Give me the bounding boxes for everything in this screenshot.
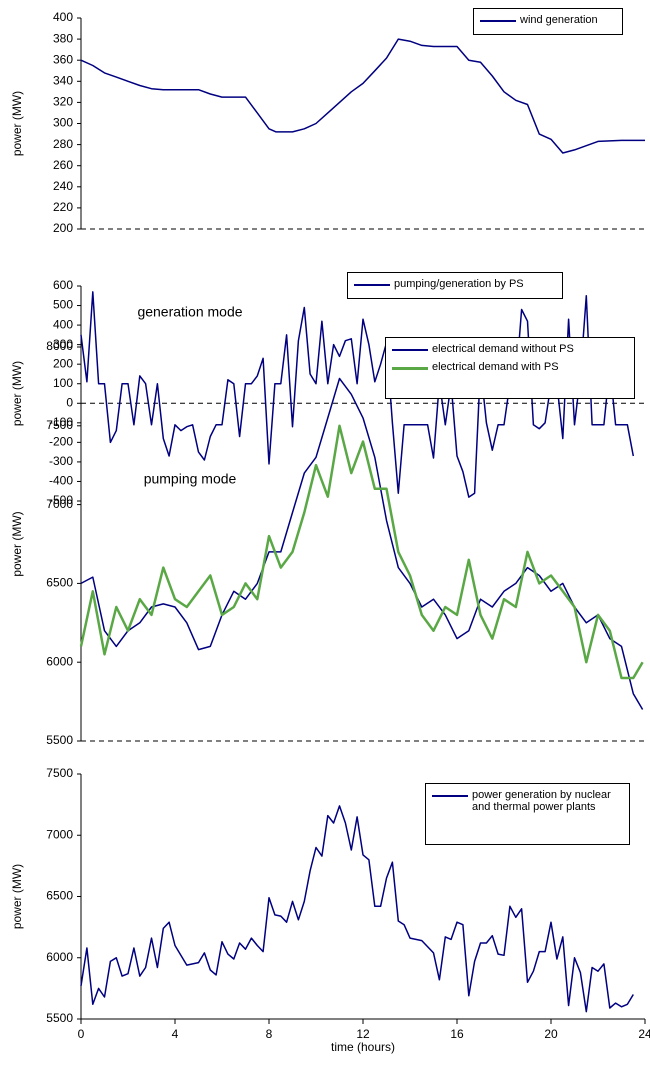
- x-tick-label: 0: [78, 1027, 85, 1041]
- x-tick-label: 20: [544, 1027, 558, 1041]
- y-tick-label: 400: [53, 10, 73, 24]
- y-tick-label: 6500: [46, 576, 73, 590]
- legend-swatch: [432, 795, 468, 797]
- y-tick-label: 280: [53, 137, 73, 151]
- legend-label: wind generation: [520, 14, 598, 26]
- legend-swatch: [392, 367, 428, 370]
- y-tick-label: 340: [53, 73, 73, 87]
- y-tick-label: 200: [53, 356, 73, 370]
- legend: power generation by nuclear and thermal …: [425, 783, 630, 845]
- legend-box: pumping/generation by PS: [347, 272, 563, 299]
- y-tick-label: 7000: [46, 497, 73, 511]
- y-tick-label: 500: [53, 298, 73, 312]
- legend-label: electrical demand with PS: [432, 361, 559, 373]
- y-tick-label: -400: [49, 474, 73, 488]
- y-tick-label: 7500: [46, 418, 73, 432]
- y-tick-label: -500: [49, 493, 73, 507]
- x-tick-label: 12: [356, 1027, 370, 1041]
- legend-entry: wind generation: [480, 14, 616, 26]
- x-tick-label: 4: [172, 1027, 179, 1041]
- y-tick-label: -200: [49, 435, 73, 449]
- y-tick-label: 300: [53, 116, 73, 130]
- x-axis-label: time (hours): [331, 1040, 395, 1054]
- y-tick-label: 360: [53, 52, 73, 66]
- legend-box: electrical demand without PS electrical d…: [385, 337, 635, 399]
- y-tick-label: 5500: [46, 733, 73, 747]
- legend-swatch: [354, 284, 390, 286]
- legend: electrical demand without PS electrical d…: [385, 337, 635, 399]
- x-tick-label: 16: [450, 1027, 464, 1041]
- series-line: [80, 805, 634, 1013]
- y-tick-label: 260: [53, 158, 73, 172]
- series-line: [80, 291, 635, 498]
- legend-entry: power generation by nuclear and thermal …: [432, 789, 623, 813]
- legend-entry: pumping/generation by PS: [354, 278, 556, 290]
- y-tick-label: 220: [53, 200, 73, 214]
- legend-swatch: [480, 20, 516, 22]
- x-tick-label: 8: [266, 1027, 273, 1041]
- y-tick-label: 600: [53, 278, 73, 292]
- legend-label: electrical demand without PS: [432, 343, 574, 355]
- legend: pumping/generation by PS: [347, 272, 563, 299]
- y-axis-label: power (MW): [10, 91, 24, 156]
- y-tick-label: 6000: [46, 654, 73, 668]
- legend-entry: electrical demand with PS: [392, 361, 628, 373]
- y-axis-label: power (MW): [10, 511, 24, 576]
- y-axis-label: power (MW): [10, 864, 24, 929]
- legend-label: power generation by nuclear and thermal …: [472, 789, 611, 813]
- y-tick-label: 240: [53, 179, 73, 193]
- y-tick-label: 0: [66, 395, 73, 409]
- y-tick-label: 400: [53, 317, 73, 331]
- y-tick-label: 300: [53, 337, 73, 351]
- y-tick-label: 6000: [46, 950, 73, 964]
- y-tick-label: 7000: [46, 827, 73, 841]
- y-tick-label: -300: [49, 454, 73, 468]
- y-tick-label: 5500: [46, 1011, 73, 1025]
- annotation: pumping mode: [144, 471, 237, 487]
- legend-entry: electrical demand without PS: [392, 343, 628, 355]
- legend-swatch: [392, 349, 428, 351]
- y-tick-label: 8000: [46, 339, 73, 353]
- y-tick-label: -100: [49, 415, 73, 429]
- legend-box: power generation by nuclear and thermal …: [425, 783, 630, 845]
- series-line: [79, 424, 644, 680]
- series-line: [80, 377, 644, 710]
- y-tick-label: 6500: [46, 889, 73, 903]
- y-tick-label: 380: [53, 31, 73, 45]
- x-tick-label: 24: [638, 1027, 650, 1041]
- legend-box: wind generation: [473, 8, 623, 35]
- y-tick-label: 200: [53, 221, 73, 235]
- series-line: [80, 38, 645, 154]
- y-tick-label: 7500: [46, 766, 73, 780]
- y-tick-label: 320: [53, 95, 73, 109]
- legend-label: pumping/generation by PS: [394, 278, 524, 290]
- y-axis-label: power (MW): [10, 361, 24, 426]
- annotation: generation mode: [137, 304, 242, 320]
- legend: wind generation: [473, 8, 623, 35]
- y-tick-label: 100: [53, 376, 73, 390]
